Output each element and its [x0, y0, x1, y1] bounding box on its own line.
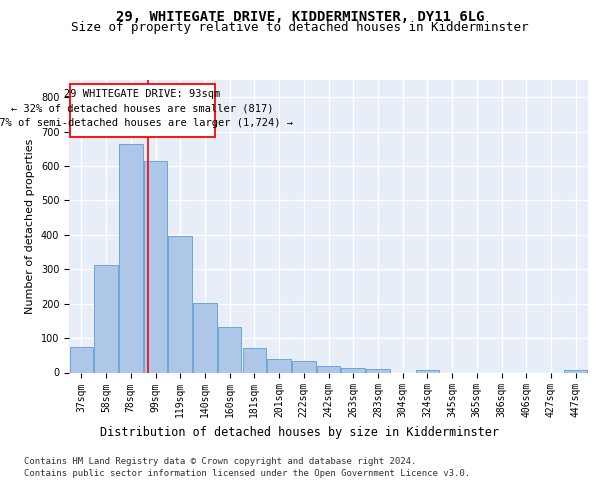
- Bar: [416, 370, 439, 372]
- Bar: [218, 326, 241, 372]
- Text: Size of property relative to detached houses in Kidderminster: Size of property relative to detached ho…: [71, 22, 529, 35]
- Text: 29 WHITEGATE DRIVE: 93sqm: 29 WHITEGATE DRIVE: 93sqm: [64, 89, 221, 99]
- Text: ← 32% of detached houses are smaller (817): ← 32% of detached houses are smaller (81…: [11, 103, 274, 113]
- Bar: [242, 348, 266, 372]
- Bar: [341, 368, 365, 372]
- Y-axis label: Number of detached properties: Number of detached properties: [25, 138, 35, 314]
- Text: Contains HM Land Registry data © Crown copyright and database right 2024.: Contains HM Land Registry data © Crown c…: [24, 457, 416, 466]
- Bar: [366, 369, 389, 372]
- Bar: [193, 302, 217, 372]
- Bar: [144, 161, 167, 372]
- Text: 29, WHITEGATE DRIVE, KIDDERMINSTER, DY11 6LG: 29, WHITEGATE DRIVE, KIDDERMINSTER, DY11…: [116, 10, 484, 24]
- Bar: [70, 346, 93, 372]
- Text: Contains public sector information licensed under the Open Government Licence v3: Contains public sector information licen…: [24, 469, 470, 478]
- Bar: [94, 265, 118, 372]
- Bar: [268, 358, 291, 372]
- Bar: [317, 366, 340, 372]
- Text: 67% of semi-detached houses are larger (1,724) →: 67% of semi-detached houses are larger (…: [0, 118, 293, 128]
- Bar: [564, 370, 587, 372]
- Bar: [292, 361, 316, 372]
- Text: Distribution of detached houses by size in Kidderminster: Distribution of detached houses by size …: [101, 426, 499, 439]
- Bar: [119, 144, 143, 372]
- Bar: [169, 236, 192, 372]
- FancyBboxPatch shape: [70, 84, 215, 137]
